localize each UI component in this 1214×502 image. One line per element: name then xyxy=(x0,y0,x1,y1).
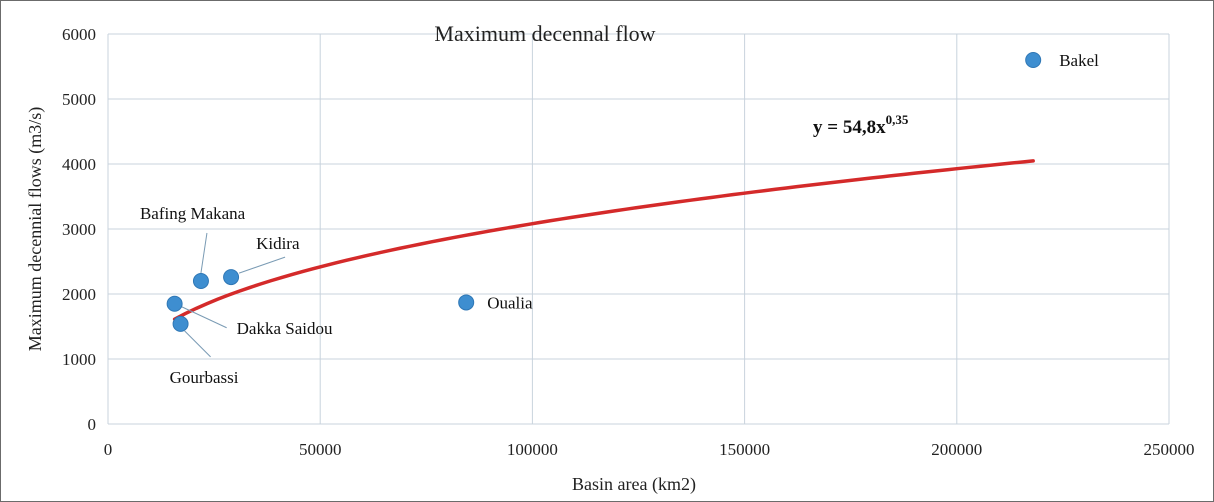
x-axis-title: Basin area (km2) xyxy=(572,474,696,495)
point-label-bakel: Bakel xyxy=(1059,51,1099,70)
y-tick-label-1: 1000 xyxy=(62,350,96,369)
leader-line-gourbassi xyxy=(184,330,211,358)
x-tick-label-3: 150000 xyxy=(719,440,770,459)
y-tick-label-6: 6000 xyxy=(62,25,96,44)
data-points xyxy=(166,52,1042,332)
leader-line-bafing-makana xyxy=(200,232,208,274)
point-label-dakka-saidou: Dakka Saidou xyxy=(237,319,333,338)
y-tick-label-4: 4000 xyxy=(62,155,96,174)
data-point-bakel xyxy=(1025,52,1042,68)
y-axis-title: Maximum decennial flows (m3/s) xyxy=(25,107,46,351)
trend-equation: y = 54,8x0,35 xyxy=(813,112,909,138)
data-point-kidira xyxy=(223,269,240,286)
point-label-kidira: Kidira xyxy=(256,234,300,253)
x-tick-label-1: 50000 xyxy=(299,440,342,459)
chart-title: Maximum decennal flow xyxy=(434,21,655,46)
trendline-layer xyxy=(172,159,1035,321)
power-trendline xyxy=(172,159,1035,321)
trend-equation-base: y = 54,8x xyxy=(813,117,886,138)
point-label-gourbassi: Gourbassi xyxy=(170,368,239,387)
y-tick-label-2: 2000 xyxy=(62,285,96,304)
point-label-bafing-makana: Bafing Makana xyxy=(140,204,246,223)
point-labels: Bafing Makana Kidira Dakka Saidou Gourbassi… xyxy=(140,51,1099,387)
y-tick-label-0: 0 xyxy=(88,415,97,434)
data-point-dakka-saidou xyxy=(166,295,183,312)
leader-line-kidira xyxy=(238,256,286,274)
y-tick-label-5: 5000 xyxy=(62,90,96,109)
x-tick-label-0: 0 xyxy=(104,440,113,459)
x-tick-label-4: 200000 xyxy=(931,440,982,459)
x-tick-label-2: 100000 xyxy=(507,440,558,459)
tick-labels: 0 1000 2000 3000 4000 5000 6000 0 50000 100000 150… xyxy=(62,25,1195,459)
data-point-gourbassi xyxy=(172,315,189,332)
grid-layer xyxy=(107,33,1170,425)
leader-lines xyxy=(181,232,286,358)
data-point-oualia xyxy=(458,294,475,311)
y-tick-label-3: 3000 xyxy=(62,220,96,239)
point-label-oualia: Oualia xyxy=(487,293,533,312)
leader-line-dakka-saidou xyxy=(181,306,227,329)
x-tick-label-5: 250000 xyxy=(1144,440,1195,459)
data-point-bafing-makana xyxy=(192,273,209,289)
trend-equation-exponent: 0,35 xyxy=(886,112,909,127)
